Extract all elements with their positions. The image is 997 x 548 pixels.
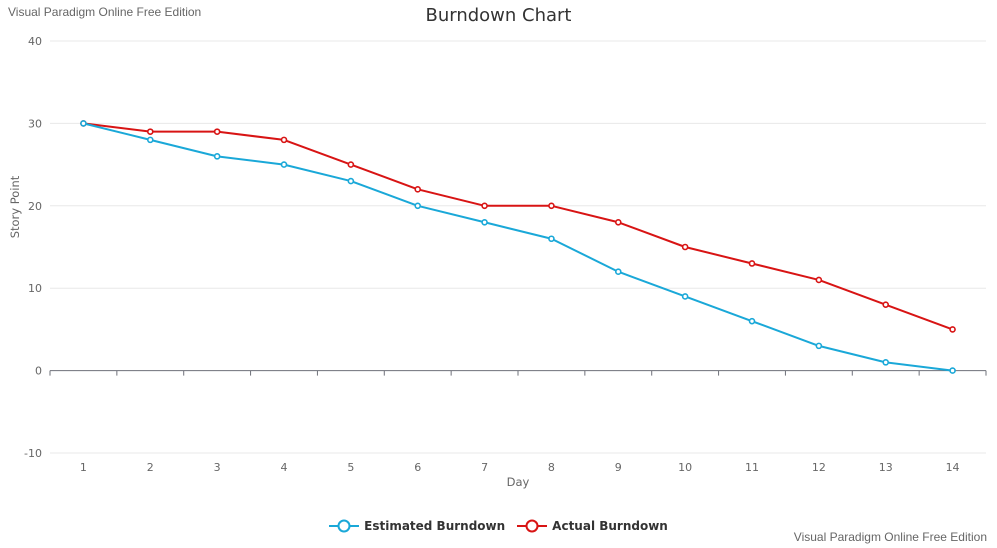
data-point[interactable] xyxy=(548,202,555,210)
x-tick-label: 11 xyxy=(745,461,759,474)
x-tick-label: 3 xyxy=(214,461,221,474)
data-point[interactable] xyxy=(748,260,756,267)
x-tick-label: 5 xyxy=(347,461,354,474)
grid-lines xyxy=(50,40,986,454)
data-point[interactable] xyxy=(882,301,890,308)
y-tick-label: -10 xyxy=(24,447,42,460)
data-point[interactable] xyxy=(280,161,288,168)
x-tick-label: 2 xyxy=(147,461,154,474)
data-point[interactable] xyxy=(614,268,622,276)
y-axis-ticks: -10 0 10 20 30 40 xyxy=(24,35,42,460)
x-tick-label: 6 xyxy=(414,461,421,474)
legend-label: Estimated Burndown xyxy=(364,519,506,533)
legend-label: Actual Burndown xyxy=(552,519,668,533)
data-point[interactable] xyxy=(146,128,154,135)
data-point[interactable] xyxy=(481,202,488,210)
data-point[interactable] xyxy=(548,235,555,243)
x-tick-label: 12 xyxy=(812,461,826,474)
data-point[interactable] xyxy=(949,367,956,374)
y-axis-label: Story Point xyxy=(8,175,22,238)
watermark-bottom: Visual Paradigm Online Free Edition xyxy=(793,530,987,544)
x-axis xyxy=(49,370,987,376)
data-point[interactable] xyxy=(748,317,756,325)
data-point[interactable] xyxy=(280,136,288,144)
x-tick-label: 7 xyxy=(481,461,488,474)
y-tick-label: 20 xyxy=(28,200,42,213)
series-actual-burndown xyxy=(80,120,956,333)
data-point[interactable] xyxy=(146,136,154,144)
series-estimated-burndown xyxy=(80,120,956,374)
data-point[interactable] xyxy=(681,243,689,251)
series-line xyxy=(83,122,953,372)
legend: Estimated Burndown Actual Burndown xyxy=(0,517,997,535)
legend-swatch-icon xyxy=(329,519,360,533)
legend-item-actual-burndown[interactable]: Actual Burndown xyxy=(517,517,668,535)
x-tick-label: 14 xyxy=(946,461,960,474)
x-tick-label: 8 xyxy=(548,461,555,474)
y-tick-label: 0 xyxy=(35,365,42,378)
data-point[interactable] xyxy=(213,128,221,135)
x-tick-label: 9 xyxy=(615,461,622,474)
data-point[interactable] xyxy=(481,218,488,226)
data-point[interactable] xyxy=(80,120,87,127)
data-point[interactable] xyxy=(347,177,355,185)
data-point[interactable] xyxy=(213,153,221,160)
data-point[interactable] xyxy=(681,293,689,300)
series-layer xyxy=(80,120,956,374)
data-point[interactable] xyxy=(949,326,956,333)
data-point[interactable] xyxy=(414,186,422,193)
data-point[interactable] xyxy=(614,218,622,226)
x-tick-label: 4 xyxy=(281,461,288,474)
x-axis-label: Day xyxy=(507,475,530,489)
x-tick-label: 10 xyxy=(678,461,692,474)
x-tick-label: 1 xyxy=(80,461,87,474)
data-point[interactable] xyxy=(347,161,355,168)
legend-swatch-icon xyxy=(517,519,548,533)
y-tick-label: 40 xyxy=(28,35,42,48)
y-tick-label: 10 xyxy=(28,282,42,295)
data-point[interactable] xyxy=(882,359,890,366)
chart-title: Burndown Chart xyxy=(425,5,572,26)
watermark-top: Visual Paradigm Online Free Edition xyxy=(8,5,202,19)
y-tick-label: 30 xyxy=(28,117,42,130)
x-tick-label: 13 xyxy=(879,461,893,474)
x-axis-ticks: 1 2 3 4 5 6 7 8 9 10 11 12 13 14 xyxy=(80,461,960,474)
data-point[interactable] xyxy=(815,276,823,284)
data-point[interactable] xyxy=(815,342,823,350)
legend-item-estimated-burndown[interactable]: Estimated Burndown xyxy=(329,517,505,535)
series-line xyxy=(83,122,953,331)
data-point[interactable] xyxy=(414,202,422,210)
